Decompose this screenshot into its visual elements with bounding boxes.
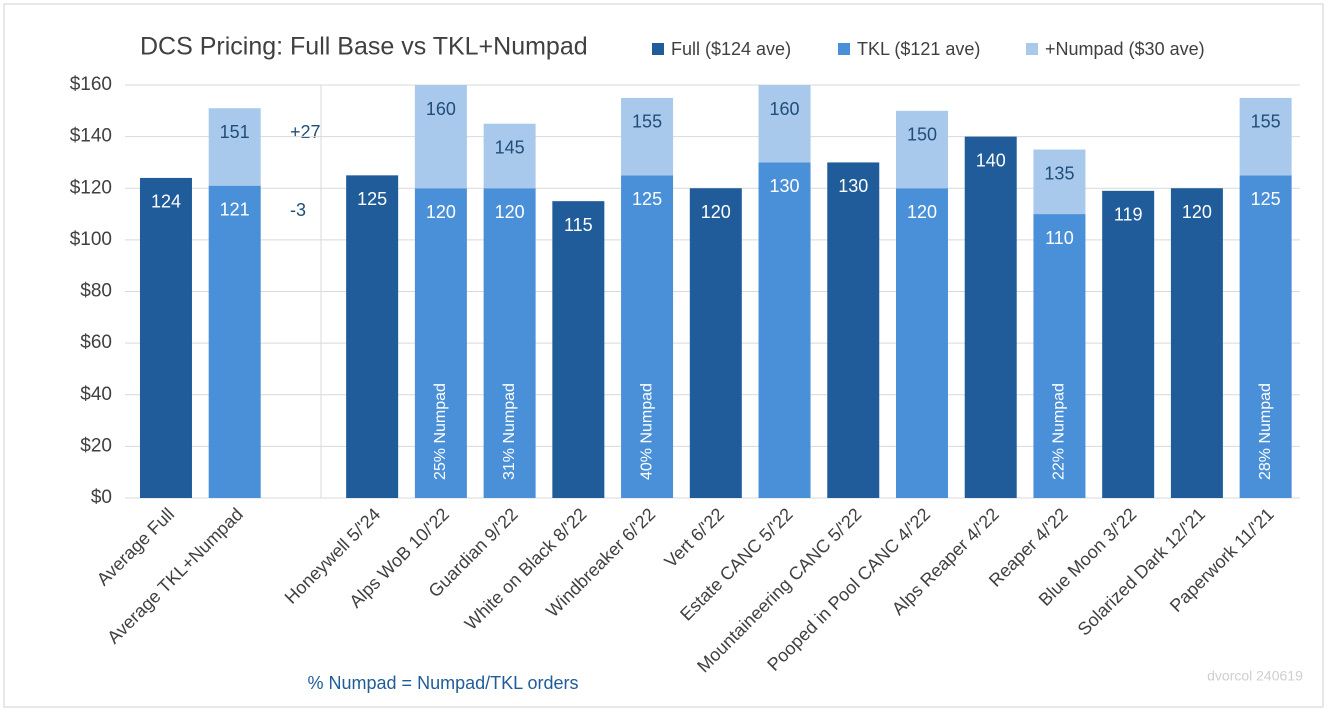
legend-swatch — [1026, 43, 1038, 55]
data-label: 120 — [495, 202, 525, 222]
y-tick-label: $20 — [80, 435, 112, 456]
bar-segment — [964, 136, 1017, 498]
bar-segment — [827, 162, 880, 498]
legend-swatch — [652, 43, 664, 55]
y-tick-label: $0 — [91, 487, 112, 508]
annotation: -3 — [290, 200, 306, 220]
legend-swatch — [838, 43, 850, 55]
data-label: 110 — [1045, 228, 1074, 248]
total-label: 145 — [495, 137, 525, 157]
data-label: 130 — [838, 176, 868, 196]
bar-segment — [621, 175, 674, 498]
y-tick-label: $100 — [70, 229, 112, 250]
data-label: 140 — [976, 150, 1006, 170]
footnote: % Numpad = Numpad/TKL orders — [308, 673, 579, 693]
bar-segment — [414, 188, 467, 498]
share-label: 31% Numpad — [501, 383, 518, 480]
total-label: 160 — [426, 99, 456, 119]
share-label: 40% Numpad — [638, 383, 655, 480]
data-label: 121 — [220, 199, 250, 219]
bar-segment — [1033, 149, 1086, 215]
legend-label: +Numpad ($30 ave) — [1045, 39, 1205, 59]
data-label: 130 — [770, 176, 800, 196]
bar-segment — [758, 85, 811, 163]
bar-segment — [139, 177, 192, 499]
legend-label: TKL ($121 ave) — [857, 39, 980, 59]
y-tick-label: $80 — [80, 281, 112, 302]
bar-segment — [483, 188, 536, 498]
y-tick-label: $160 — [70, 74, 112, 95]
share-label: 25% Numpad — [432, 383, 449, 480]
total-label: 150 — [907, 125, 937, 145]
y-tick-label: $60 — [80, 332, 112, 353]
total-label: 155 — [632, 112, 662, 132]
total-label: 160 — [770, 99, 800, 119]
chart-title: DCS Pricing: Full Base vs TKL+Numpad — [140, 33, 588, 61]
share-label: 22% Numpad — [1051, 383, 1068, 480]
y-tick-label: $140 — [70, 126, 112, 147]
bar-segment — [1033, 214, 1086, 498]
data-label: 120 — [1182, 202, 1212, 222]
y-tick-label: $40 — [80, 384, 112, 405]
data-label: 120 — [426, 202, 456, 222]
bar-segment — [1239, 97, 1292, 176]
total-label: 135 — [1044, 163, 1074, 183]
bar-segment — [208, 185, 261, 498]
data-label: 125 — [632, 189, 662, 209]
bar-segment — [414, 85, 467, 189]
total-label: 151 — [220, 122, 250, 142]
data-label: 120 — [907, 202, 937, 222]
data-label: 125 — [357, 189, 387, 209]
legend-label: Full ($124 ave) — [671, 39, 791, 59]
bar-segment — [895, 110, 948, 189]
bar-segment — [1102, 190, 1155, 499]
bar-segment — [346, 175, 399, 498]
data-label: 120 — [701, 202, 731, 222]
bar-segment — [689, 188, 742, 498]
total-label: 155 — [1251, 112, 1281, 132]
share-label: 28% Numpad — [1257, 383, 1274, 480]
data-label: 119 — [1114, 205, 1143, 225]
bar-segment — [552, 201, 605, 498]
annotation: +27 — [290, 122, 321, 142]
data-label: 125 — [1251, 189, 1281, 209]
y-tick-label: $120 — [70, 177, 112, 198]
data-label: 124 — [151, 192, 181, 212]
bar-segment — [208, 108, 261, 186]
data-label: 115 — [564, 215, 593, 235]
bar-segment — [621, 97, 674, 176]
bar-segment — [483, 123, 536, 189]
watermark: dvorcol 240619 — [1207, 668, 1303, 684]
bar-segment — [1239, 175, 1292, 498]
bar-segment — [758, 162, 811, 498]
bar-segment — [1170, 188, 1223, 498]
bar-segment — [895, 188, 948, 498]
